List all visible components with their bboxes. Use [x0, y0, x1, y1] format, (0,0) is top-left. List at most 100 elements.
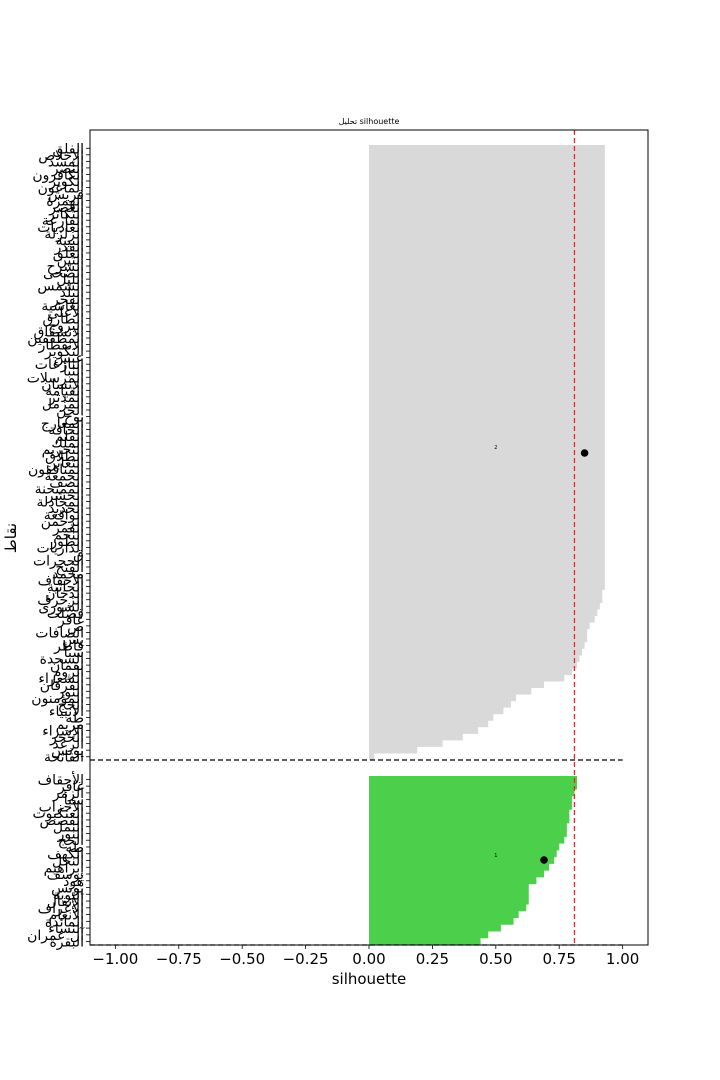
y-tick-label: الحجر [49, 730, 84, 746]
plot-area: 21 [369, 145, 605, 945]
y-tick-label: الضحى [43, 266, 84, 282]
y-tick-label: الأنعام [49, 906, 84, 924]
cluster-2-centroid [580, 449, 589, 457]
cluster-1-centroid [540, 856, 548, 864]
y-tick-label: النجم [53, 527, 84, 543]
y-tick-label: الكهف [47, 847, 84, 863]
y-tick-label: الفجر [51, 292, 84, 308]
y-tick-label: القلم [55, 429, 84, 445]
y-tick-label: الزخرف [37, 593, 84, 609]
cluster-1-label: 1 [494, 853, 497, 859]
y-tick-label: الأحزاب [39, 797, 84, 815]
y-tick-label: سبأ [64, 642, 84, 661]
x-tick-label: 0.50 [479, 950, 512, 968]
y-tick-label: الليل [56, 272, 84, 288]
y-tick-label: الكافرون [32, 167, 84, 183]
y-tick-label: الشرح [47, 259, 84, 275]
y-tick-label: البينة [56, 233, 84, 249]
y-tick-label: يونس [51, 743, 84, 759]
y-tick-label: الواقعة [44, 508, 84, 524]
chart-title: تحليل silhouette [339, 117, 400, 126]
y-tick-label: البروج [48, 318, 84, 334]
y-tick-label: النور [57, 684, 84, 700]
y-tick-label: المجادلة [36, 495, 84, 511]
y-tick-label: الإسراء [42, 724, 84, 740]
y-tick-label: النور [57, 826, 84, 842]
centroid-markers [540, 449, 589, 864]
y-tick-label: الجمعة [44, 468, 84, 484]
y-tick-label: الذاريات [37, 540, 85, 556]
y-tick-label: الغاشية [41, 298, 84, 314]
y-tick-label: النحل [52, 854, 84, 870]
y-tick-label: الحاقة [48, 423, 84, 439]
y-tick-label: ق [73, 547, 84, 563]
y-tick-label: السجدة [40, 652, 84, 668]
y-tick-label: الشعراء [38, 671, 84, 687]
y-tick-label: القمر [52, 521, 84, 537]
y-tick-label: يس [62, 632, 84, 648]
y-tick-label: الشورى [38, 599, 84, 615]
x-tick-label: −1.00 [92, 950, 138, 968]
cluster-2-label: 2 [494, 445, 497, 451]
y-tick-label: النمل [53, 820, 84, 836]
y-tick-label: الهمزة [46, 194, 84, 210]
y-tick-label: الانفطار [38, 338, 84, 354]
y-tick-label: الدخان [45, 586, 84, 602]
y-tick-label: يونس [51, 881, 84, 897]
y-tick-label: فاطر [53, 639, 84, 655]
x-tick-label: 0.75 [543, 950, 576, 968]
y-tick-label: المدثر [48, 390, 84, 406]
y-tick-label: قريش [48, 187, 84, 203]
y-tick-label: الشمس [37, 279, 84, 295]
y-tick-label: التكاثر [47, 207, 84, 223]
y-tick-label: النازعات [35, 357, 84, 373]
y-tick-label: الطارق [42, 311, 84, 327]
y-tick-label: الفرقان [40, 678, 84, 694]
cluster-2-silhouette-area [369, 145, 605, 760]
y-tick-label: الأنفال [47, 892, 84, 910]
y-tick-label: إبراهيم [44, 860, 84, 876]
y-tick-label: المسد [48, 154, 84, 170]
y-tick-label: الكوثر [48, 174, 84, 190]
y-tick-label: القيامة [45, 383, 84, 399]
y-tick-label: الأحقاف [38, 770, 84, 788]
y-tick-label: محمد [52, 567, 84, 583]
y-tick-label: المرسلات [27, 370, 84, 386]
y-tick-label: الأحقاف [38, 571, 84, 589]
y-tick-label: آل عمران [27, 927, 85, 944]
y-tick-label: العنكبوت [32, 806, 84, 822]
y-tick-label: الإخلاص [38, 148, 84, 164]
x-axis: −1.00 −0.75 −0.50 −0.25 0.00 0.25 0.50 0.75 1.00 [92, 945, 639, 968]
y-tick-label: الطور [49, 534, 84, 550]
y-tick-label: مريم [56, 717, 84, 733]
x-tick-label: 1.00 [606, 950, 639, 968]
y-tick-label: سبأ [64, 790, 84, 809]
y-tick-label: النصر [51, 161, 84, 177]
y-tick-label: الصافات [35, 625, 84, 641]
y-tick-label: المزمل [42, 396, 84, 412]
y-tick-label: الأعراف [38, 899, 84, 917]
y-tick-label: المائدة [45, 914, 84, 930]
y-tick-label: التغابن [46, 455, 84, 471]
y-tick-label: العاديات [37, 220, 84, 236]
y-tick-label: الروم [53, 665, 84, 681]
y-tick-label: الجن [56, 403, 84, 419]
y-tick-label: المطففين [27, 331, 84, 347]
y-tick-label: البقرة [49, 935, 84, 951]
y-tick-label: النبأ [63, 361, 84, 380]
y-tick-label: الفلق [52, 141, 84, 157]
y-tick-label: هود [63, 874, 84, 890]
y-tick-label: القصص [39, 813, 84, 829]
y-tick-label: عبس [54, 351, 84, 367]
y-tick-label: يوسف [47, 867, 84, 883]
y-tick-label: الأعلى [47, 303, 84, 321]
x-tick-label: −0.25 [283, 950, 329, 968]
y-axis-title: نقاط [2, 523, 20, 553]
y-tick-label: المنافقون [28, 462, 84, 478]
y-tick-label: الجاثية [47, 580, 84, 596]
y-tick-label: نوح [64, 410, 84, 426]
y-tick-label: الرحمن [41, 514, 84, 530]
y-tick-label: غافر [57, 612, 84, 628]
